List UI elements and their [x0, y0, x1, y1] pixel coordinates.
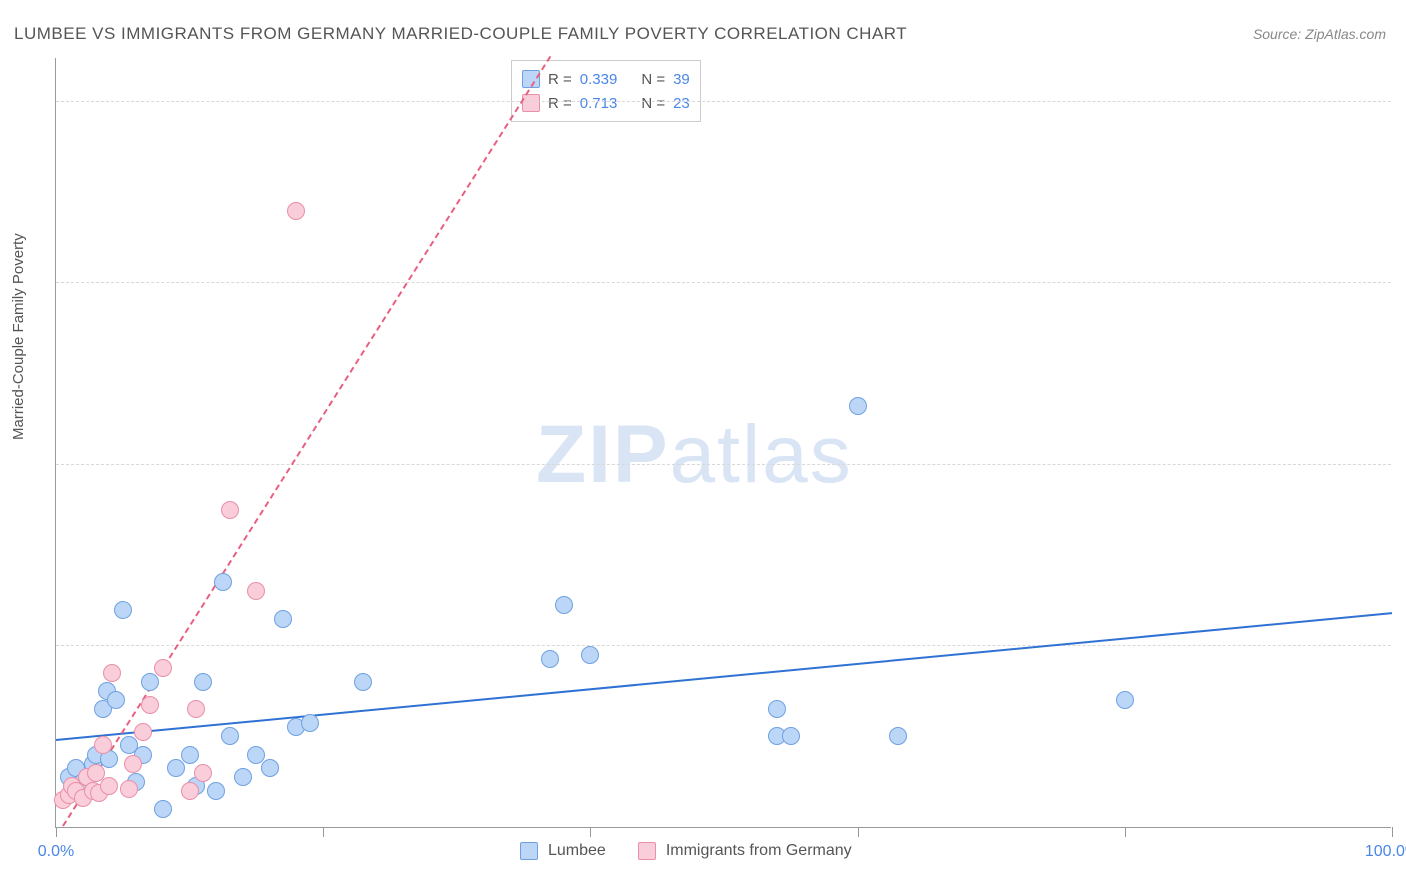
gridline	[56, 645, 1391, 646]
datapoint-germany	[103, 664, 121, 682]
datapoint-germany	[221, 501, 239, 519]
datapoint-germany	[124, 755, 142, 773]
x-tick	[1125, 827, 1126, 837]
y-tick-label: 20.0%	[1397, 637, 1406, 655]
datapoint-lumbee	[181, 746, 199, 764]
datapoint-germany	[100, 777, 118, 795]
datapoint-lumbee	[301, 714, 319, 732]
x-tick	[590, 827, 591, 837]
datapoint-lumbee	[234, 768, 252, 786]
datapoint-germany	[287, 202, 305, 220]
n-label: N =	[641, 71, 665, 88]
gridline	[56, 282, 1391, 283]
x-tick-label: 100.0%	[1365, 843, 1406, 861]
r-value: 0.713	[580, 95, 618, 112]
legend-row: R = 0.339 N = 39	[522, 67, 690, 91]
datapoint-lumbee	[214, 573, 232, 591]
watermark-light: atlas	[670, 409, 853, 500]
n-value: 23	[673, 95, 690, 112]
datapoint-lumbee	[581, 646, 599, 664]
datapoint-lumbee	[221, 727, 239, 745]
datapoint-lumbee	[541, 650, 559, 668]
datapoint-lumbee	[555, 596, 573, 614]
datapoint-lumbee	[107, 691, 125, 709]
y-tick-label: 40.0%	[1397, 456, 1406, 474]
datapoint-germany	[154, 659, 172, 677]
datapoint-lumbee	[261, 759, 279, 777]
datapoint-lumbee	[167, 759, 185, 777]
datapoint-germany	[194, 764, 212, 782]
x-tick	[1392, 827, 1393, 837]
n-label: N =	[641, 95, 665, 112]
datapoint-germany	[94, 736, 112, 754]
datapoint-lumbee	[782, 727, 800, 745]
r-label: R =	[548, 71, 572, 88]
series-legend: Lumbee Immigrants from Germany	[520, 842, 852, 860]
datapoint-germany	[134, 723, 152, 741]
datapoint-germany	[181, 782, 199, 800]
y-tick-label: 80.0%	[1397, 93, 1406, 111]
legend-swatch-germany	[638, 842, 656, 860]
x-tick-label: 0.0%	[38, 843, 74, 861]
datapoint-lumbee	[849, 397, 867, 415]
trendline-germany	[62, 55, 551, 826]
datapoint-lumbee	[141, 673, 159, 691]
chart-title: LUMBEE VS IMMIGRANTS FROM GERMANY MARRIE…	[14, 24, 907, 44]
legend-label: Lumbee	[548, 842, 606, 860]
datapoint-lumbee	[207, 782, 225, 800]
legend-label: Immigrants from Germany	[666, 842, 852, 860]
r-label: R =	[548, 95, 572, 112]
datapoint-germany	[247, 582, 265, 600]
y-axis-label: Married-Couple Family Poverty	[10, 233, 27, 440]
datapoint-germany	[187, 700, 205, 718]
scatter-plot-area: ZIPatlas R = 0.339 N = 39 R = 0.713 N = …	[55, 58, 1391, 828]
x-tick	[858, 827, 859, 837]
datapoint-lumbee	[274, 610, 292, 628]
datapoint-lumbee	[194, 673, 212, 691]
x-tick	[323, 827, 324, 837]
datapoint-lumbee	[114, 601, 132, 619]
datapoint-lumbee	[889, 727, 907, 745]
r-value: 0.339	[580, 71, 618, 88]
datapoint-lumbee	[768, 700, 786, 718]
legend-row: R = 0.713 N = 23	[522, 91, 690, 115]
x-tick	[56, 827, 57, 837]
datapoint-lumbee	[154, 800, 172, 818]
y-tick-label: 60.0%	[1397, 274, 1406, 292]
n-value: 39	[673, 71, 690, 88]
gridline	[56, 101, 1391, 102]
watermark: ZIPatlas	[536, 408, 853, 502]
trendline-lumbee	[56, 612, 1392, 741]
datapoint-germany	[141, 696, 159, 714]
gridline	[56, 464, 1391, 465]
watermark-bold: ZIP	[536, 409, 670, 500]
datapoint-germany	[120, 780, 138, 798]
datapoint-lumbee	[354, 673, 372, 691]
legend-swatch-lumbee	[520, 842, 538, 860]
source-attribution: Source: ZipAtlas.com	[1253, 26, 1386, 42]
datapoint-lumbee	[1116, 691, 1134, 709]
